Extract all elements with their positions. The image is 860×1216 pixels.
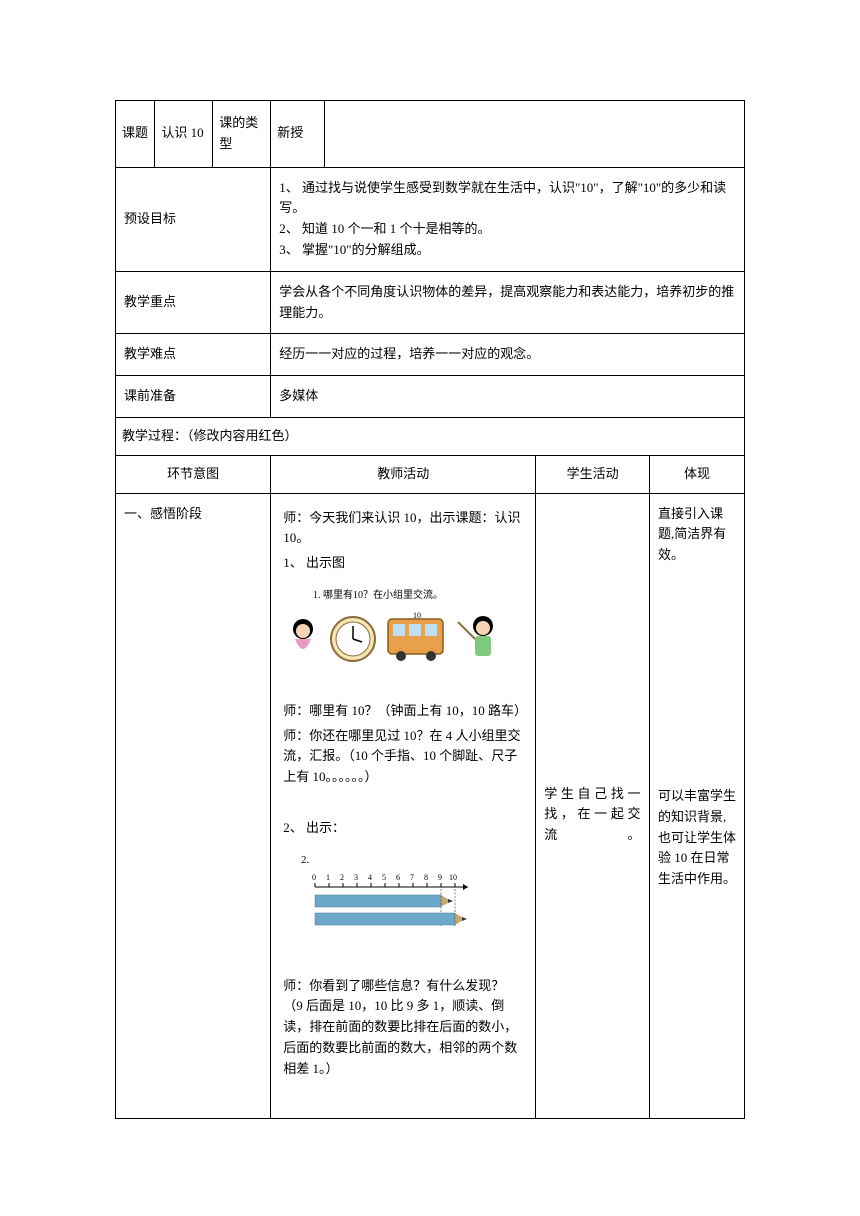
col-student: 学生活动: [536, 455, 650, 493]
process-row: 教学过程：（修改内容用红色）: [116, 417, 745, 455]
student-spacer: [544, 504, 641, 784]
svg-text:2: 2: [340, 873, 344, 882]
topic-label: 课题: [116, 101, 155, 168]
preset-goal-label: 预设目标: [116, 167, 271, 271]
student-value: 学生自己找一找，在一起交流。: [544, 784, 641, 846]
pencil-1-lead-icon: [448, 899, 453, 903]
teach-focus-row: 教学重点 学会从各个不同角度认识物体的差异，提高观察能力和表达能力，培养初步的推…: [116, 271, 745, 334]
reflect-spacer: [658, 566, 736, 786]
col-teacher: 教师活动: [271, 455, 536, 493]
type-value: 新授: [271, 101, 324, 168]
teacher-p1: 师：今天我们来认识 10，出示课题：认识 10。: [283, 508, 523, 550]
teacher-p6: 师：你看到了哪些信息？有什么发现？（9 后面是 10，10 比 9 多 1，顺读…: [283, 976, 523, 1080]
svg-text:3: 3: [354, 873, 358, 882]
teacher-activity-content: 师：今天我们来认识 10，出示课题：认识 10。 1、 出示图 1. 哪里有10…: [283, 508, 523, 1104]
content-row: 一、感悟阶段 师：今天我们来认识 10，出示课题：认识 10。 1、 出示图 1…: [116, 493, 745, 1118]
prep-label: 课前准备: [116, 376, 271, 418]
figure-1-illustration: 1. 哪里有10？在小组里交流。: [283, 584, 523, 674]
teacher-p2: 1、 出示图: [283, 553, 523, 574]
lesson-plan-table: 课题 认识 10 课的类型 新授 预设目标 1、 通过找与说使学生感受到数学就在…: [115, 100, 745, 1119]
arrow-icon: [463, 884, 468, 890]
teacher-face-icon: [476, 621, 490, 635]
pencil-1-body-icon: [315, 895, 441, 907]
teach-focus-value: 学会从各个不同角度认识物体的差异，提高观察能力和表达能力，培养初步的推理能力。: [271, 271, 745, 334]
intent-value: 一、感悟阶段: [116, 493, 271, 1118]
preset-goal-1: 1、 通过找与说使学生感受到数学就在生活中，认识"10"，了解"10"的多少和读…: [279, 178, 736, 220]
prep-row: 课前准备 多媒体: [116, 376, 745, 418]
reflect-2: 可以丰富学生的知识背景,也可让学生体验 10 在日常生活中作用。: [658, 786, 736, 890]
reflect-1: 直接引入课题,简洁界有效。: [658, 504, 736, 566]
col-reflect: 体现: [650, 455, 745, 493]
teacher-p4: 师：你还在哪里见过 10？在 4 人小组里交流，汇报。（10 个手指、10 个脚…: [283, 726, 523, 788]
bus-window-1-icon: [393, 624, 405, 636]
preset-goal-3: 3、 掌握"10"的分解组成。: [279, 240, 736, 261]
figure-1-container: 1. 哪里有10？在小组里交流。: [283, 584, 523, 681]
svg-text:9: 9: [438, 873, 442, 882]
teach-focus-label: 教学重点: [116, 271, 271, 334]
spacer: [283, 1084, 523, 1104]
svg-text:5: 5: [382, 873, 386, 882]
bus-window-2-icon: [409, 624, 421, 636]
teacher-body-icon: [475, 636, 491, 656]
teach-diff-label: 教学难点: [116, 334, 271, 376]
type-label: 课的类型: [213, 101, 271, 168]
figure-1-caption: 1. 哪里有10？在小组里交流。: [313, 588, 443, 601]
figure-2-illustration: 2. 0 1 2 3 4 5 6 7: [283, 849, 483, 949]
figure-2-label: 2.: [301, 854, 310, 866]
pencil-2-lead-icon: [462, 917, 467, 921]
svg-text:10: 10: [449, 873, 457, 882]
teacher-p3: 师：哪里有 10？（钟面上有 10，10 路车）: [283, 701, 523, 722]
student-activity-cell: 学生自己找一找，在一起交流。: [536, 493, 650, 1118]
preset-goal-row: 预设目标 1、 通过找与说使学生感受到数学就在生活中，认识"10"，了解"10"…: [116, 167, 745, 271]
bus-wheel-2-icon: [426, 651, 436, 661]
girl-face-icon: [296, 624, 310, 638]
svg-text:0: 0: [312, 873, 316, 882]
girl-dress-icon: [295, 639, 311, 649]
bus-wheel-1-icon: [396, 651, 406, 661]
svg-text:6: 6: [396, 873, 400, 882]
teach-diff-value: 经历一一对应的过程，培养一一对应的观念。: [271, 334, 745, 376]
svg-text:4: 4: [368, 873, 372, 882]
process-label: 教学过程：（修改内容用红色）: [116, 417, 745, 455]
reflect-cell: 直接引入课题,简洁界有效。 可以丰富学生的知识背景,也可让学生体验 10 在日常…: [650, 493, 745, 1118]
bus-window-3-icon: [425, 624, 437, 636]
preset-goal-content: 1、 通过找与说使学生感受到数学就在生活中，认识"10"，了解"10"的多少和读…: [271, 167, 745, 271]
header-row: 课题 认识 10 课的类型 新授: [116, 101, 745, 168]
svg-text:8: 8: [424, 873, 428, 882]
figure-2-container: 2. 0 1 2 3 4 5 6 7: [283, 849, 523, 956]
header-empty: [324, 101, 744, 168]
topic-value: 认识 10: [155, 101, 213, 168]
ruler-ticks: 0 1 2 3 4 5 6 7 8 9 10: [312, 873, 457, 887]
teach-diff-row: 教学难点 经历一一对应的过程，培养一一对应的观念。: [116, 334, 745, 376]
preset-goal-2: 2、 知道 10 个一和 1 个十是相等的。: [279, 219, 736, 240]
pointer-stick-icon: [458, 622, 475, 639]
svg-text:1: 1: [326, 873, 330, 882]
svg-text:7: 7: [410, 873, 414, 882]
pencil-2-body-icon: [315, 913, 455, 925]
column-headers-row: 环节意图 教师活动 学生活动 体现: [116, 455, 745, 493]
teacher-p5: 2、 出示：: [283, 818, 523, 839]
bus-number-icon: 10: [413, 611, 421, 620]
prep-value: 多媒体: [271, 376, 745, 418]
teacher-activity-cell: 师：今天我们来认识 10，出示课题：认识 10。 1、 出示图 1. 哪里有10…: [271, 493, 536, 1118]
col-intent: 环节意图: [116, 455, 271, 493]
